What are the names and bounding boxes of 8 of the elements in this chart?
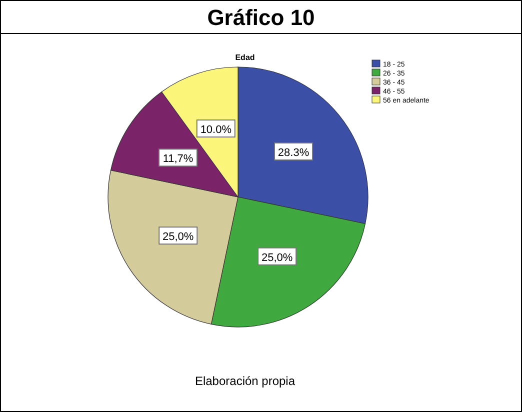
data-label: 25,0% bbox=[261, 252, 293, 264]
data-label: 25,0% bbox=[162, 231, 194, 244]
data-label: 10.0% bbox=[200, 124, 232, 136]
chart-title: Gráfico 10 bbox=[207, 5, 315, 30]
data-label: 11,7% bbox=[162, 153, 194, 166]
chart-subtitle: Edad bbox=[235, 53, 255, 62]
data-label: 28.3% bbox=[278, 146, 310, 159]
text: Elaboración propia bbox=[194, 374, 296, 388]
